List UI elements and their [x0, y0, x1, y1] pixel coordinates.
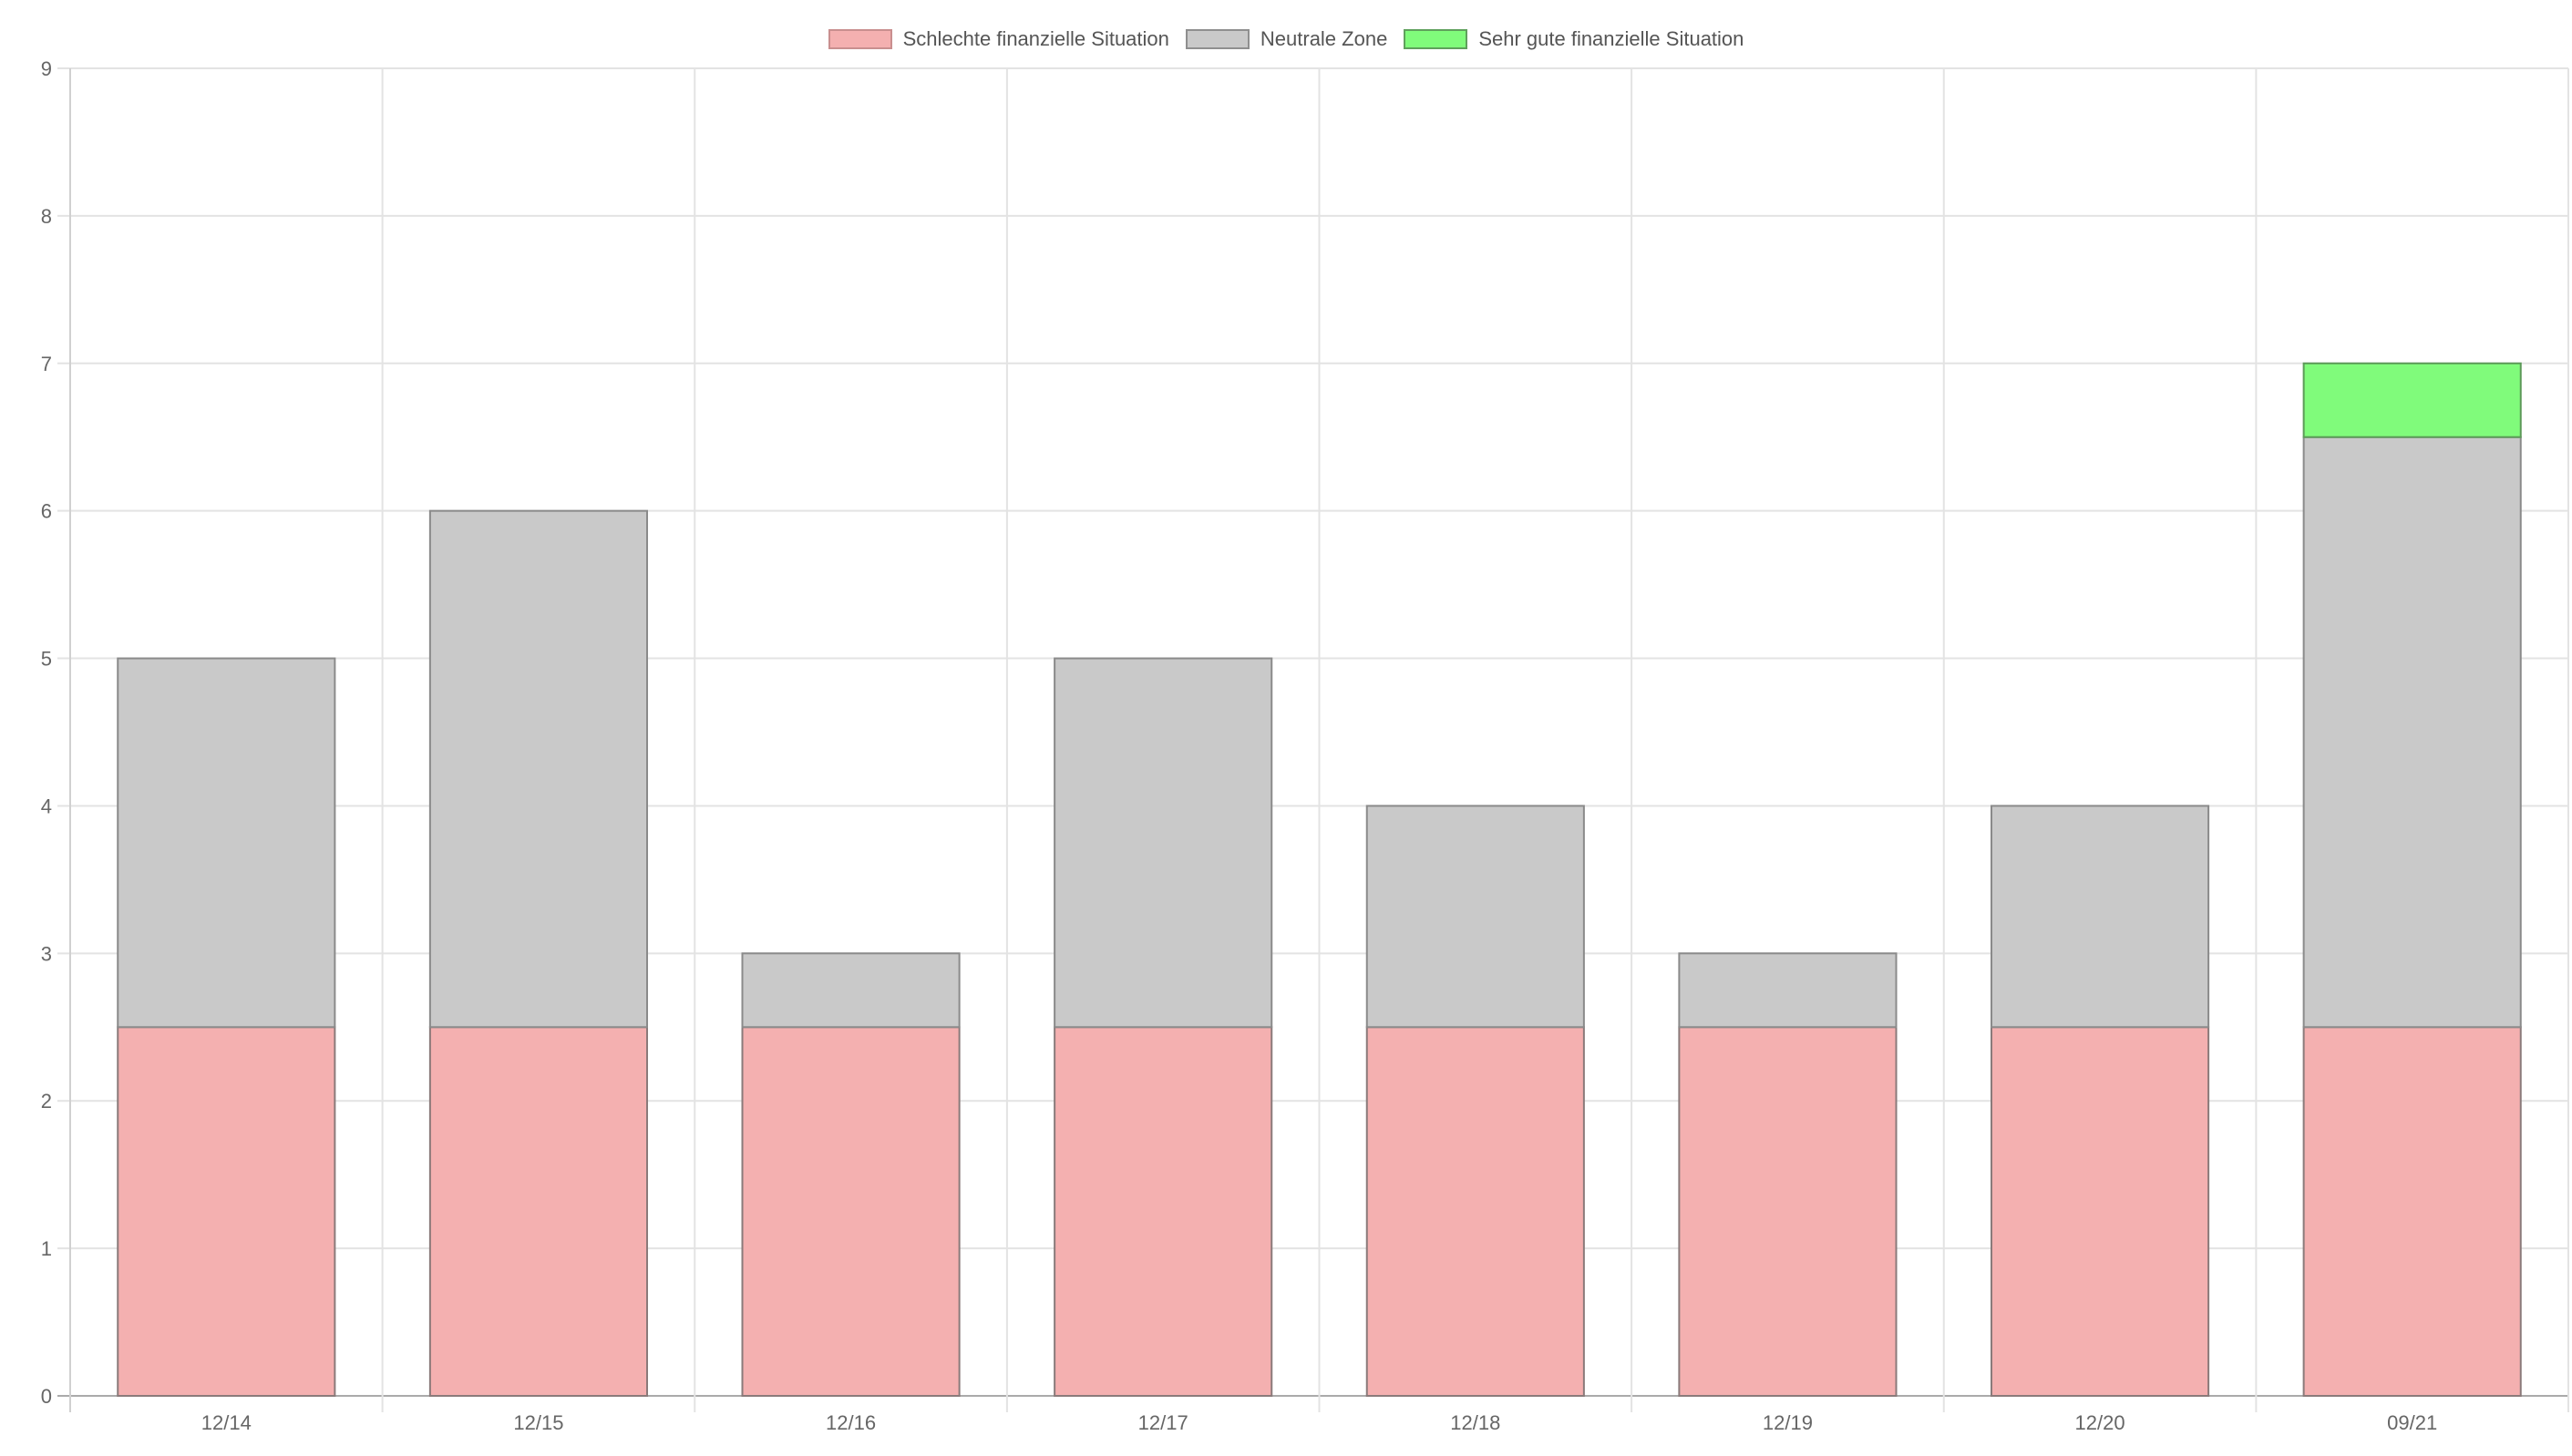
y-tick-label: 7 [41, 353, 52, 375]
y-tick-label: 8 [41, 205, 52, 228]
bar-segment-schlechte [428, 1026, 648, 1398]
bar-segment-neutrale [1678, 952, 1898, 1029]
x-tick-label: 12/15 [513, 1411, 563, 1434]
legend-swatch-schlechte [828, 29, 892, 49]
bar-segment-schlechte [1991, 1026, 2210, 1398]
bar-segment-schlechte [741, 1026, 961, 1398]
bar-segment-neutrale [1365, 805, 1585, 1029]
bar-segment-neutrale [2302, 436, 2522, 1029]
legend-label-sehr-gute: Sehr gute finanzielle Situation [1478, 27, 1744, 50]
y-tick-label: 0 [41, 1385, 52, 1408]
x-tick-label: 12/20 [2075, 1411, 2125, 1434]
x-tick-label: 12/19 [1763, 1411, 1813, 1434]
bar-segment-neutrale [117, 657, 336, 1029]
bar-segment-schlechte [2302, 1026, 2522, 1398]
legend-swatch-sehr-gute [1404, 29, 1468, 49]
bar-segment-neutrale [428, 509, 648, 1029]
y-tick-label: 1 [41, 1237, 52, 1260]
legend-item-schlechte[interactable]: Schlechte finanzielle Situation [828, 27, 1169, 51]
bar-segment-sehr-gute [2302, 362, 2522, 438]
legend-item-sehr-gute[interactable]: Sehr gute finanzielle Situation [1404, 27, 1744, 51]
bar-segment-neutrale [1054, 657, 1273, 1029]
legend-label-schlechte: Schlechte finanzielle Situation [902, 27, 1169, 50]
bar-segment-schlechte [117, 1026, 336, 1398]
y-tick-label: 9 [41, 57, 52, 80]
x-tick-label: 12/16 [826, 1411, 876, 1434]
legend-label-neutrale: Neutrale Zone [1260, 27, 1388, 50]
bar-segment-schlechte [1054, 1026, 1273, 1398]
y-tick-label: 5 [41, 648, 52, 671]
legend-item-neutrale[interactable]: Neutrale Zone [1185, 27, 1388, 51]
chart-legend: Schlechte finanzielle Situation Neutrale… [0, 27, 2572, 51]
x-tick-label: 12/17 [1138, 1411, 1188, 1434]
y-tick-label: 3 [41, 942, 52, 965]
bar-segment-neutrale [1991, 805, 2210, 1029]
y-tick-label: 2 [41, 1090, 52, 1113]
bar-segment-schlechte [1365, 1026, 1585, 1398]
x-tick-label: 09/21 [2387, 1411, 2437, 1434]
bar-segment-neutrale [741, 952, 961, 1029]
y-tick-label: 4 [41, 795, 52, 817]
y-tick-label: 6 [41, 500, 52, 523]
x-tick-label: 12/14 [201, 1411, 252, 1434]
legend-swatch-neutrale [1185, 29, 1250, 49]
bar-segment-schlechte [1678, 1026, 1898, 1398]
x-tick-label: 12/18 [1450, 1411, 1500, 1434]
